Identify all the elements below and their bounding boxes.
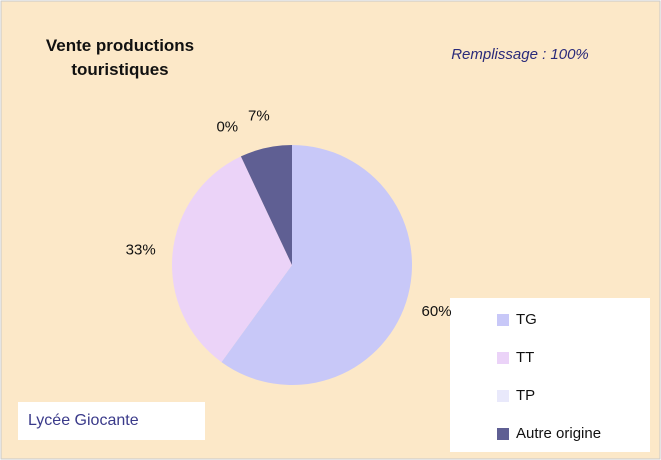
data-label: 33%	[126, 242, 156, 259]
chart-title: Vente productions touristiques	[45, 36, 195, 79]
annotation: Remplissage : 100%	[451, 46, 589, 63]
data-label: 60%	[422, 303, 452, 320]
legend-label: TG	[516, 311, 537, 328]
pie-slice	[240, 145, 292, 265]
legend-swatch	[497, 390, 509, 402]
legend-label: Autre origine	[516, 425, 601, 442]
footer: Lycée Giocante	[18, 402, 205, 440]
pie-slice	[221, 145, 412, 385]
legend-label: TT	[516, 349, 534, 366]
legend-swatch	[497, 352, 509, 364]
data-label: 0%	[216, 118, 238, 135]
pie-slice	[172, 156, 292, 363]
legend-box	[450, 298, 650, 452]
data-label: 7%	[248, 108, 270, 125]
legend-label: TP	[516, 387, 535, 404]
legend-swatch	[497, 314, 509, 326]
legend-swatch	[497, 428, 509, 440]
